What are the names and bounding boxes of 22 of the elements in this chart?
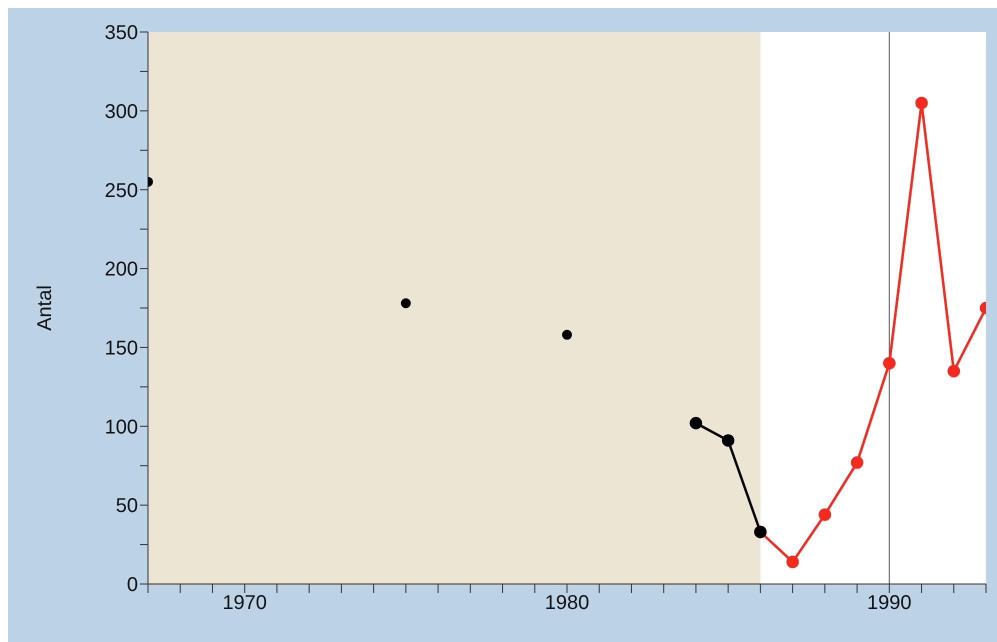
point xyxy=(722,434,734,447)
x-tick-label: 1970 xyxy=(222,592,267,614)
y-tick-label: 0 xyxy=(126,574,138,596)
y-tick-label: 250 xyxy=(104,180,138,202)
y-tick-label: 200 xyxy=(104,258,138,281)
y-tick-label: 300 xyxy=(104,100,138,123)
point xyxy=(883,356,896,370)
x-tick-label: 1980 xyxy=(544,592,590,614)
point xyxy=(562,330,572,340)
point xyxy=(850,456,864,469)
y-axis-title: Antal xyxy=(34,285,56,331)
point xyxy=(915,96,928,110)
y-tick-label: 100 xyxy=(104,416,138,438)
x-tick-label: 1990 xyxy=(867,592,912,614)
point xyxy=(690,416,702,430)
point xyxy=(786,556,799,568)
point xyxy=(948,364,960,378)
y-tick-label: 350 xyxy=(104,22,138,44)
y-tick-label: 150 xyxy=(104,338,138,360)
point xyxy=(818,508,832,521)
y-tick-label: 50 xyxy=(116,495,138,518)
point xyxy=(400,298,411,308)
